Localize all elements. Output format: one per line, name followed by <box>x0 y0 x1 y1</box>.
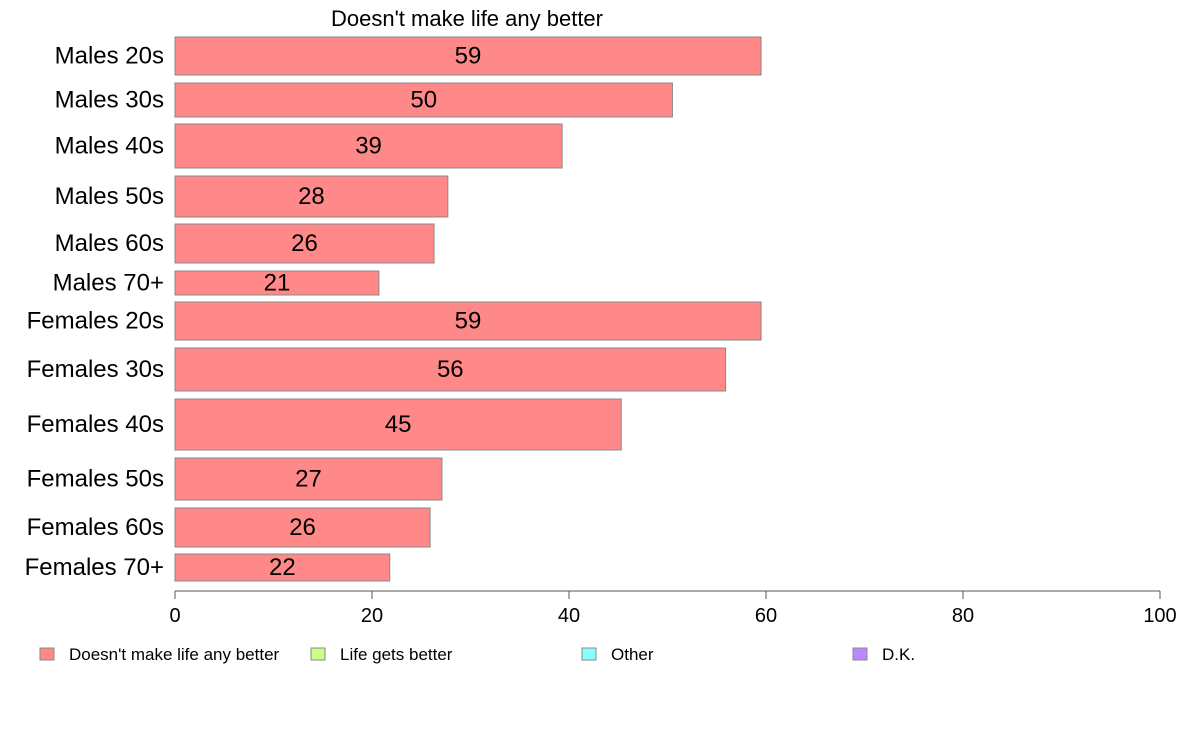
data-label: 22 <box>269 554 296 581</box>
data-label: 26 <box>289 514 316 541</box>
category-label: Females 50s <box>27 466 164 493</box>
data-label: 50 <box>410 87 437 114</box>
category-label: Females 20s <box>27 308 164 335</box>
bar-4 <box>174 223 435 264</box>
legend-label: D.K. <box>882 645 915 664</box>
legend-swatch <box>852 647 868 661</box>
x-axis: 0 20 40 60 80 100 <box>169 590 1177 627</box>
bar-10 <box>174 507 431 548</box>
bar-6 <box>174 301 762 341</box>
x-tick-label: 60 <box>755 605 777 627</box>
data-label: 56 <box>437 356 464 383</box>
category-label: Females 60s <box>27 514 164 541</box>
data-label: 59 <box>455 308 482 335</box>
bar-1 <box>174 82 673 118</box>
legend: Doesn't make life any better Life gets be… <box>39 645 915 664</box>
bar-3 <box>174 175 449 218</box>
bar-5 <box>174 270 380 296</box>
legend-label: Other <box>611 645 654 664</box>
category-label: Females 30s <box>27 356 164 383</box>
bar-11 <box>174 553 391 582</box>
category-label: Males 20s <box>55 43 164 70</box>
bars-layer: Males 20s 59 Males 30s 50 Males 40s 39 Males 5… <box>25 36 762 582</box>
data-label: 27 <box>295 466 322 493</box>
bar-9 <box>174 457 443 501</box>
category-label: Males 70+ <box>53 270 164 297</box>
data-label: 21 <box>264 270 291 297</box>
data-label: 39 <box>355 133 382 160</box>
legend-swatch <box>310 647 326 661</box>
bar-2 <box>174 123 563 169</box>
x-tick-label: 80 <box>952 605 974 627</box>
x-tick-label: 100 <box>1143 605 1176 627</box>
legend-label: Life gets better <box>340 645 453 664</box>
bar-0 <box>174 36 762 76</box>
category-label: Females 70+ <box>25 554 164 581</box>
x-tick-label: 0 <box>169 605 180 627</box>
category-label: Females 40s <box>27 411 164 438</box>
bar-8 <box>174 398 622 451</box>
category-label: Males 60s <box>55 230 164 257</box>
data-label: 26 <box>291 230 318 257</box>
chart-title: Doesn't make life any better <box>331 6 603 31</box>
category-label: Males 30s <box>55 87 164 114</box>
data-label: 59 <box>455 43 482 70</box>
data-label: 28 <box>298 183 325 210</box>
bar-7 <box>174 347 727 392</box>
legend-label: Doesn't make life any better <box>69 645 280 664</box>
category-label: Males 50s <box>55 183 164 210</box>
x-tick-label: 40 <box>558 605 580 627</box>
category-label: Males 40s <box>55 133 164 160</box>
legend-swatch <box>39 647 55 661</box>
data-label: 45 <box>385 411 412 438</box>
legend-swatch <box>581 647 597 661</box>
x-tick-label: 20 <box>361 605 383 627</box>
